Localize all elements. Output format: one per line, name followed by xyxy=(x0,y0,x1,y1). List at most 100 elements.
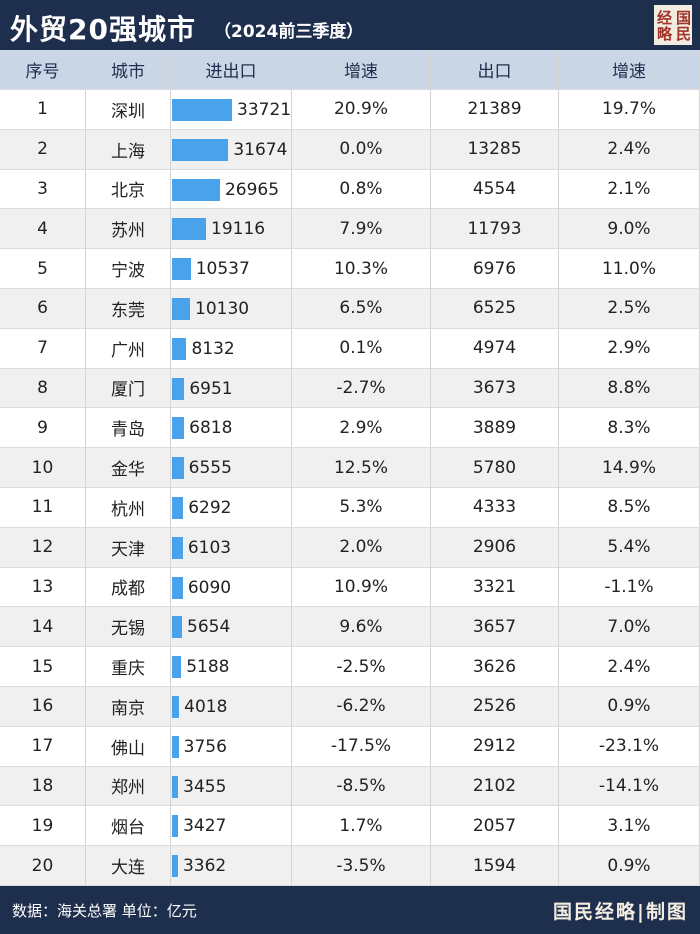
cell: 苏州 xyxy=(86,209,171,250)
cell: 7.9% xyxy=(292,209,431,250)
cell: 宁波 xyxy=(86,249,171,289)
cell xyxy=(171,647,292,687)
table: 序号 城市 进出口 增速 出口 增速 1 深圳 33721 20.9% 21389 19.7% 2 上海 3… xyxy=(0,50,700,886)
cell: 2057 xyxy=(431,806,559,847)
cell xyxy=(171,806,292,847)
cell: 2 xyxy=(0,129,86,170)
cell xyxy=(171,726,292,767)
cell: 0.9% xyxy=(559,687,700,727)
cell: 11.0% xyxy=(559,249,700,289)
cell xyxy=(171,328,292,369)
cell xyxy=(171,249,292,289)
cell: 2.9% xyxy=(292,408,431,449)
cell: 3626 xyxy=(431,647,559,687)
cell: 金华 xyxy=(86,448,171,488)
cell: 8.3% xyxy=(559,408,700,449)
cell xyxy=(171,766,292,807)
cell-value: 4018 xyxy=(184,696,228,717)
cell: 南京 xyxy=(86,687,171,727)
cell: 9.0% xyxy=(559,209,700,250)
column-header: 序号 xyxy=(0,50,86,90)
cell: 8 xyxy=(0,368,86,409)
cell: 19.7% xyxy=(559,90,700,130)
data-bar xyxy=(172,417,185,440)
cell xyxy=(171,488,292,528)
header: 外贸20强城市 （2024前三季度） 国民经略 xyxy=(0,0,700,50)
cell: 0.1% xyxy=(292,328,431,369)
cell: 14 xyxy=(0,607,86,648)
cell: 青岛 xyxy=(86,408,171,449)
cell: 2526 xyxy=(431,687,559,727)
cell: 杭州 xyxy=(86,488,171,528)
cell: 0.0% xyxy=(292,129,431,170)
cell: 0.9% xyxy=(559,846,700,886)
cell: 3673 xyxy=(431,368,559,409)
cell: 6525 xyxy=(431,289,559,329)
credit: 国民经略|制图 xyxy=(553,901,688,923)
footer: 数据：海关总署 单位：亿元 国民经略|制图 xyxy=(0,886,700,934)
cell: 佛山 xyxy=(86,726,171,767)
cell xyxy=(171,448,292,488)
cell xyxy=(171,687,292,727)
cell: 5780 xyxy=(431,448,559,488)
cell-value: 8132 xyxy=(191,338,235,359)
cell-value: 3756 xyxy=(183,736,227,757)
cell: 4554 xyxy=(431,169,559,210)
cell: 3 xyxy=(0,169,86,210)
cell xyxy=(171,607,292,648)
cell xyxy=(171,527,292,568)
cell: 13285 xyxy=(431,129,559,170)
cell: 2.4% xyxy=(559,129,700,170)
cell: 5.4% xyxy=(559,527,700,568)
cell-value: 19116 xyxy=(211,219,266,240)
cell xyxy=(171,408,292,449)
cell-value: 33721 xyxy=(237,99,292,120)
cell: 东莞 xyxy=(86,289,171,329)
data-bar xyxy=(172,457,184,480)
data-bar xyxy=(172,815,179,838)
data-bar xyxy=(172,337,187,360)
cell: 2906 xyxy=(431,527,559,568)
cell-value: 6818 xyxy=(189,418,233,439)
cell: 10.9% xyxy=(292,567,431,608)
title: 外贸20强城市 xyxy=(10,13,196,46)
cell: 重庆 xyxy=(86,647,171,687)
data-bar xyxy=(172,695,180,718)
data-bar xyxy=(172,496,184,519)
cell: 15 xyxy=(0,647,86,687)
cell: 厦门 xyxy=(86,368,171,409)
cell: 21389 xyxy=(431,90,559,130)
cell: 6.5% xyxy=(292,289,431,329)
cell: 12 xyxy=(0,527,86,568)
data-bar xyxy=(172,218,206,241)
cell: -23.1% xyxy=(559,726,700,767)
cell: 7 xyxy=(0,328,86,369)
cell: 郑州 xyxy=(86,766,171,807)
cell: -1.1% xyxy=(559,567,700,608)
data-bar xyxy=(172,377,185,400)
data-bar xyxy=(172,98,232,121)
cell-value: 31674 xyxy=(233,139,288,160)
cell: 2.1% xyxy=(559,169,700,210)
cell: -14.1% xyxy=(559,766,700,807)
cell-value: 10130 xyxy=(195,298,250,319)
cell: 2102 xyxy=(431,766,559,807)
cell-value: 3427 xyxy=(183,816,227,837)
column-header: 增速 xyxy=(292,50,431,90)
cell: 2912 xyxy=(431,726,559,767)
data-bar xyxy=(172,855,178,878)
cell: 10.3% xyxy=(292,249,431,289)
cell: 3321 xyxy=(431,567,559,608)
source-note: 数据：海关总署 单位：亿元 xyxy=(12,902,197,920)
cell: 成都 xyxy=(86,567,171,608)
column-header: 增速 xyxy=(559,50,700,90)
cell: 17 xyxy=(0,726,86,767)
cell: 6 xyxy=(0,289,86,329)
cell: 3657 xyxy=(431,607,559,648)
data-bar xyxy=(172,536,183,559)
cell: 4333 xyxy=(431,488,559,528)
cell: -17.5% xyxy=(292,726,431,767)
cell: 3889 xyxy=(431,408,559,449)
data-bar xyxy=(172,576,183,599)
